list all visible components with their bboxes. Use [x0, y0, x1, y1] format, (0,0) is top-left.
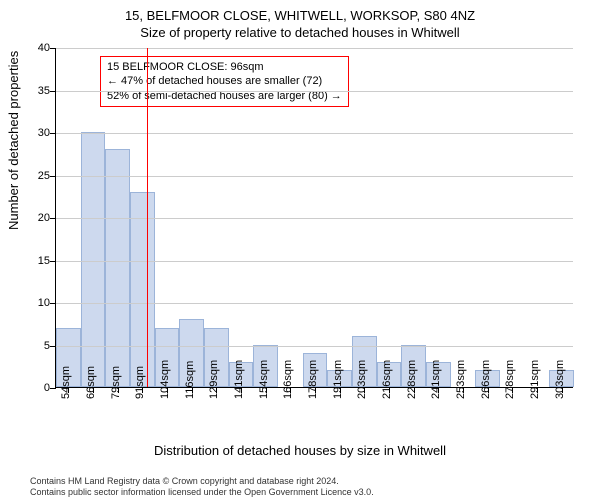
- y-tick-label: 0: [30, 382, 50, 394]
- title-line-2: Size of property relative to detached ho…: [0, 25, 600, 40]
- y-tick-label: 40: [30, 42, 50, 54]
- y-tick: [50, 91, 56, 92]
- bar: [105, 149, 130, 387]
- x-tick-label: 54sqm: [60, 366, 72, 399]
- x-tick-label: 154sqm: [258, 360, 270, 399]
- x-tick-label: 241sqm: [430, 360, 442, 399]
- x-tick-label: 129sqm: [208, 360, 220, 399]
- bar: [81, 132, 106, 387]
- x-tick-label: 104sqm: [159, 360, 171, 399]
- y-tick: [50, 388, 56, 389]
- y-tick: [50, 176, 56, 177]
- y-tick: [50, 261, 56, 262]
- x-tick-label: 178sqm: [307, 360, 319, 399]
- gridline: [56, 346, 573, 347]
- x-tick-label: 278sqm: [504, 360, 516, 399]
- y-tick: [50, 346, 56, 347]
- y-tick-label: 35: [30, 85, 50, 97]
- plot-area: 15 BELFMOOR CLOSE: 96sqm← 47% of detache…: [55, 48, 573, 388]
- x-tick-label: 266sqm: [480, 360, 492, 399]
- x-tick-label: 66sqm: [85, 366, 97, 399]
- callout-line: ← 47% of detached houses are smaller (72…: [107, 74, 342, 88]
- legal-line-2: Contains public sector information licen…: [30, 487, 580, 498]
- x-tick-label: 166sqm: [282, 360, 294, 399]
- y-tick: [50, 303, 56, 304]
- gridline: [56, 303, 573, 304]
- y-axis-label: Number of detached properties: [6, 51, 21, 230]
- y-tick-label: 5: [30, 340, 50, 352]
- x-tick-label: 228sqm: [406, 360, 418, 399]
- gridline: [56, 91, 573, 92]
- title-line-1: 15, BELFMOOR CLOSE, WHITWELL, WORKSOP, S…: [0, 8, 600, 23]
- x-tick-label: 291sqm: [529, 360, 541, 399]
- y-tick-label: 30: [30, 127, 50, 139]
- bar: [130, 192, 155, 388]
- x-tick-label: 253sqm: [455, 360, 467, 399]
- x-tick-label: 303sqm: [554, 360, 566, 399]
- callout-line: 15 BELFMOOR CLOSE: 96sqm: [107, 60, 342, 74]
- legal-line-1: Contains HM Land Registry data © Crown c…: [30, 476, 580, 487]
- x-tick-label: 79sqm: [110, 366, 122, 399]
- x-tick-label: 191sqm: [332, 360, 344, 399]
- y-tick: [50, 133, 56, 134]
- y-tick: [50, 48, 56, 49]
- legal-text: Contains HM Land Registry data © Crown c…: [30, 476, 580, 499]
- x-tick-label: 116sqm: [184, 361, 196, 399]
- gridline: [56, 48, 573, 49]
- gridline: [56, 261, 573, 262]
- y-tick-label: 10: [30, 297, 50, 309]
- gridline: [56, 218, 573, 219]
- gridline: [56, 176, 573, 177]
- y-tick-label: 20: [30, 212, 50, 224]
- x-tick-label: 216sqm: [381, 360, 393, 399]
- reference-line: [147, 48, 148, 387]
- gridline: [56, 133, 573, 134]
- y-tick-label: 15: [30, 255, 50, 267]
- y-tick-label: 25: [30, 170, 50, 182]
- title-block: 15, BELFMOOR CLOSE, WHITWELL, WORKSOP, S…: [0, 8, 600, 40]
- chart-container: 15, BELFMOOR CLOSE, WHITWELL, WORKSOP, S…: [0, 0, 600, 500]
- x-axis-label: Distribution of detached houses by size …: [0, 443, 600, 458]
- callout-box: 15 BELFMOOR CLOSE: 96sqm← 47% of detache…: [100, 56, 349, 107]
- y-tick: [50, 218, 56, 219]
- x-tick-label: 203sqm: [356, 360, 368, 399]
- x-tick-label: 141sqm: [233, 360, 245, 399]
- x-tick-label: 91sqm: [134, 366, 146, 399]
